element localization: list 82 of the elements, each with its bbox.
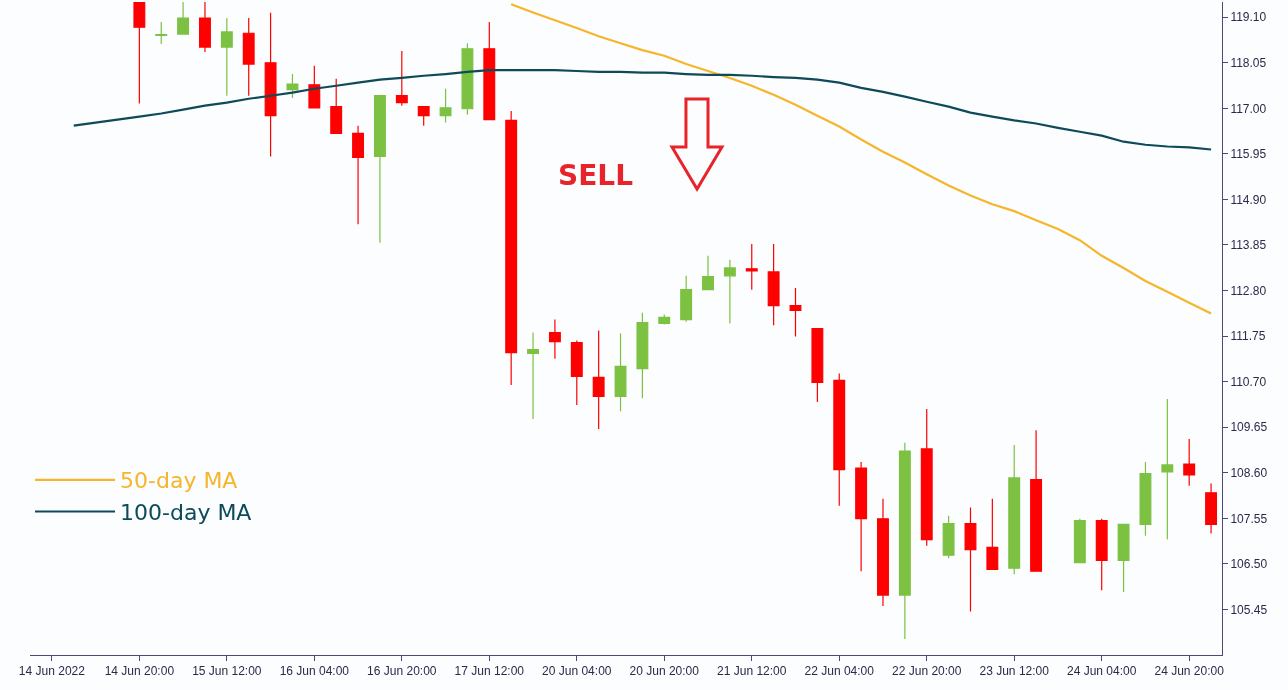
legend-label: 50-day MA [120,468,238,494]
x-tick-label: 14 Jun 20:00 [104,664,175,679]
candlestick [614,332,627,412]
candlestick [373,95,386,244]
y-tick-label: 111.75 [1230,329,1266,344]
candlestick [1095,518,1108,591]
candlestick [1139,461,1152,537]
y-tick-label: 114.90 [1230,192,1267,207]
x-tick-label: 15 Jun 12:00 [192,664,262,679]
candlestick [308,65,321,109]
candlestick [745,243,758,291]
candlestick [242,17,255,97]
candlestick [461,42,474,116]
candlestick [723,259,736,325]
candlestick [636,312,649,399]
candlestick [1205,483,1218,535]
x-tick-label: 20 Jun 04:00 [542,664,612,679]
x-tick-label: 24 Jun 04:00 [1067,664,1137,679]
candlestick [986,498,999,571]
candlestick [395,50,408,107]
candlestick [417,105,430,127]
x-tick-label: 16 Jun 20:00 [367,664,437,679]
y-tick-label: 115.95 [1230,147,1267,162]
candlestick [767,243,780,326]
candlestick [658,313,671,325]
candlestick [898,442,911,640]
candlestick [1183,438,1196,487]
candlestick [548,319,561,360]
x-tick-label: 17 Jun 12:00 [454,664,525,679]
y-tick-label: 112.80 [1230,283,1267,298]
candlestick [789,287,802,338]
y-tick-label: 110.70 [1230,374,1267,389]
candlestick [1161,398,1174,541]
candlestick [483,21,496,121]
candlestick [811,328,824,403]
candlestick [592,329,605,430]
x-tick-label: 22 Jun 20:00 [892,664,962,679]
candlestick [680,275,693,323]
candlestick [877,498,889,607]
annotation: SELL [558,159,634,192]
x-tick-label: 22 Jun 04:00 [804,664,875,679]
candlestick [286,73,299,99]
y-tick-label: 107.55 [1230,511,1268,526]
candlestick [133,2,146,105]
x-tick-label: 14 Jun 2022 [18,664,86,679]
y-tick-label: 117.00 [1230,101,1267,116]
y-tick-label: 113.85 [1230,238,1267,253]
candlestick [527,332,539,420]
candlestick [1030,429,1043,572]
candlestick [155,21,168,45]
x-tick-label: 23 Jun 12:00 [979,664,1050,679]
candlestick [505,110,518,386]
x-tick-label: 24 Jun 20:00 [1154,664,1225,679]
x-tick-label: 20 Jun 20:00 [629,664,700,679]
candlestick [855,461,868,572]
line-series [510,3,1213,315]
candlestick [920,408,933,547]
y-tick-label: 109.65 [1230,420,1268,435]
candlestick [352,125,365,225]
candlestick [220,17,233,97]
candlestick [330,78,343,135]
legend-label: 100-day MA [120,500,252,526]
candlestick [199,2,211,53]
y-tick-label: 105.45 [1230,602,1268,617]
y-tick-label: 118.05 [1230,55,1267,70]
candlestick [942,515,955,559]
candlestick [570,339,583,406]
candlestick [1008,444,1021,575]
y-tick-label: 108.60 [1230,465,1268,480]
candlestick [702,255,714,291]
candlestick [964,506,977,613]
candlestick [1117,523,1130,593]
x-tick-label: 21 Jun 12:00 [717,664,787,679]
y-tick-label: 106.50 [1230,557,1268,572]
candlestick [439,88,452,124]
x-tick-label: 16 Jun 04:00 [279,664,350,679]
y-tick-label: 119.10 [1230,10,1267,25]
candlestick [177,2,190,35]
candlestick [1073,518,1086,564]
candlestick [264,12,277,158]
line-series [72,69,1213,151]
candlestick [833,372,846,507]
